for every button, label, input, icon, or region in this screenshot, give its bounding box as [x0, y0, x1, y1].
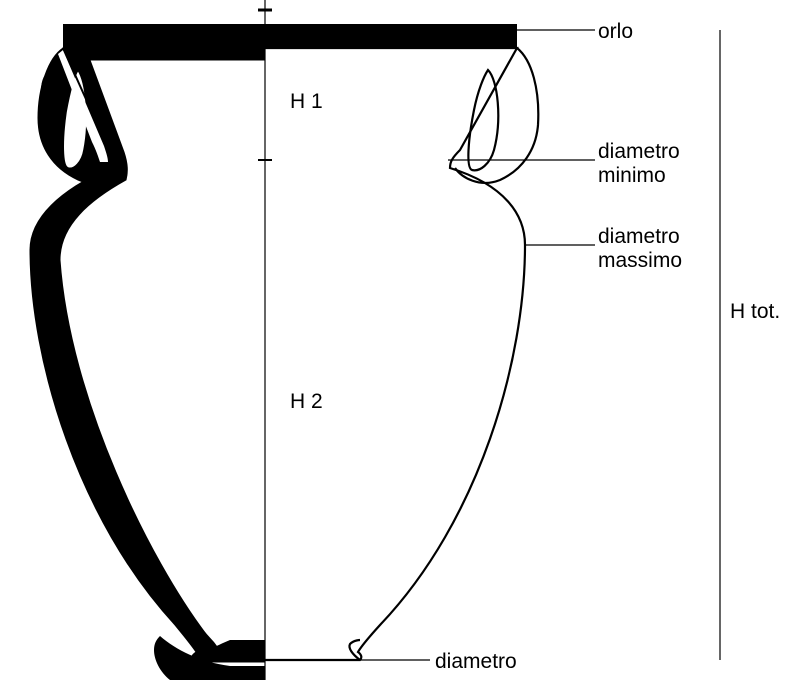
label-h-tot: H tot. — [730, 300, 780, 324]
handle-left-hole — [41, 72, 59, 108]
vessel-svg — [0, 0, 789, 682]
label-d-base: diametro — [435, 650, 517, 674]
label-d-max: diametro massimo — [598, 225, 682, 273]
handle-right — [455, 48, 538, 183]
label-h1: H 1 — [290, 90, 323, 114]
label-orlo: orlo — [598, 20, 633, 44]
diagram-stage: orlo diametro minimo diametro massimo di… — [0, 0, 789, 682]
vessel-outline-right — [265, 48, 525, 660]
rim-band — [63, 24, 517, 48]
label-h2: H 2 — [290, 390, 323, 414]
label-d-min: diametro minimo — [598, 140, 680, 188]
